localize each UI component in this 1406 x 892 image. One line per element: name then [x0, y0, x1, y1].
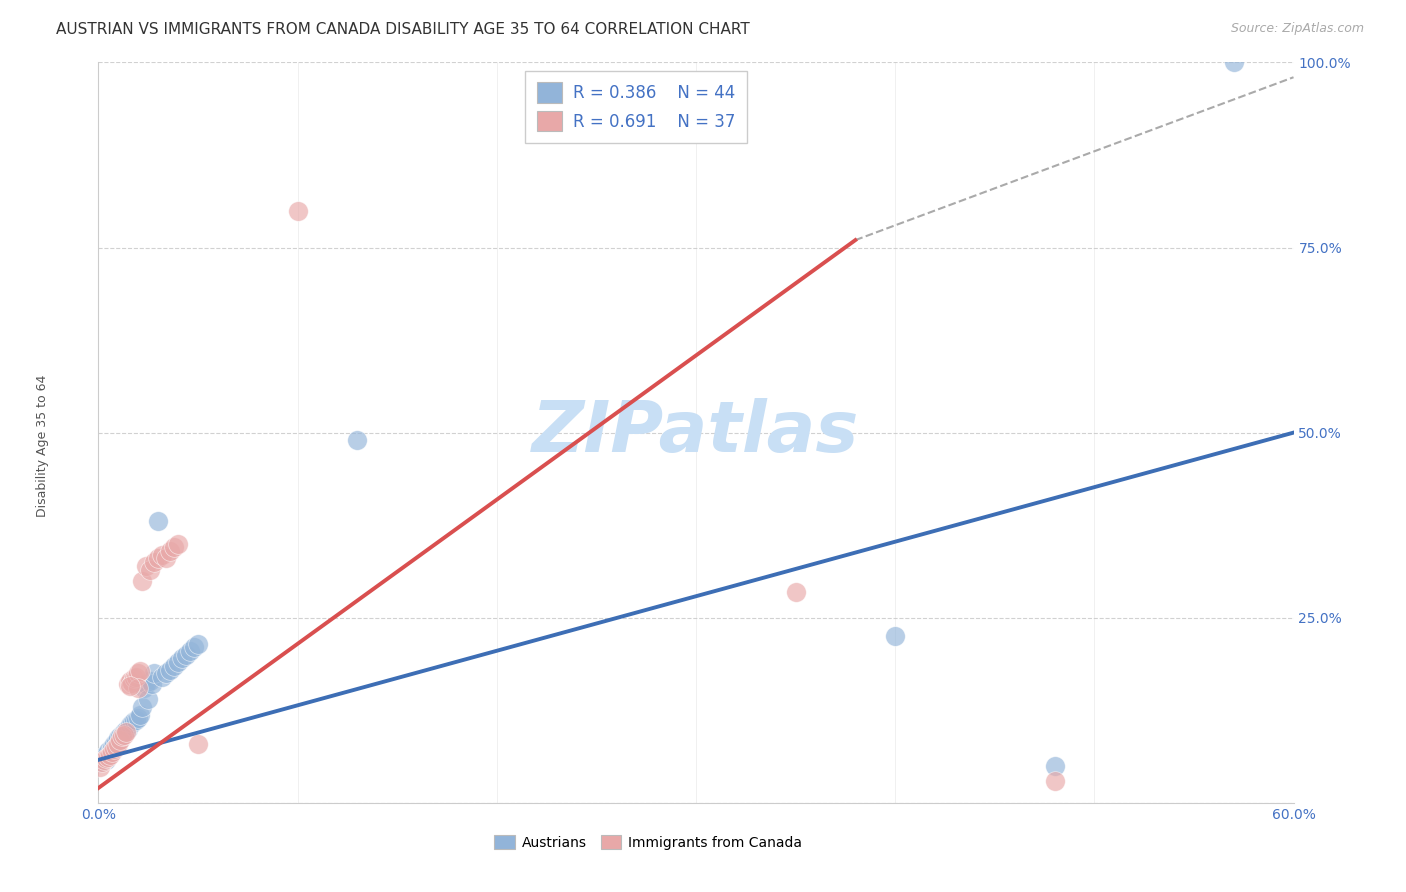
- Point: [167, 536, 190, 550]
- Point: [139, 563, 162, 577]
- Point: [103, 737, 125, 751]
- Point: [1223, 55, 1246, 70]
- Point: [159, 544, 181, 558]
- Point: [91, 750, 114, 764]
- Text: Source: ZipAtlas.com: Source: ZipAtlas.com: [1230, 22, 1364, 36]
- Text: ZIPatlas: ZIPatlas: [533, 398, 859, 467]
- Point: [117, 722, 139, 736]
- Point: [107, 737, 129, 751]
- Text: Disability Age 35 to 64: Disability Age 35 to 64: [35, 375, 49, 517]
- Point: [89, 755, 111, 769]
- Point: [159, 663, 181, 677]
- Point: [112, 728, 135, 742]
- Point: [93, 751, 115, 765]
- Point: [143, 666, 166, 681]
- Point: [98, 747, 122, 762]
- Point: [127, 681, 149, 695]
- Point: [91, 755, 114, 769]
- Point: [97, 744, 120, 758]
- Point: [129, 664, 152, 678]
- Point: [98, 746, 122, 760]
- Point: [1043, 758, 1066, 772]
- Point: [120, 673, 142, 688]
- Point: [97, 750, 120, 764]
- Point: [121, 715, 143, 730]
- Point: [134, 681, 156, 695]
- Legend: Austrians, Immigrants from Canada: Austrians, Immigrants from Canada: [488, 830, 808, 855]
- Point: [96, 751, 118, 765]
- Point: [172, 651, 194, 665]
- Point: [167, 655, 190, 669]
- Point: [785, 584, 807, 599]
- Point: [125, 670, 148, 684]
- Point: [179, 644, 201, 658]
- Point: [110, 732, 132, 747]
- Point: [183, 640, 205, 655]
- Point: [187, 737, 209, 751]
- Text: AUSTRIAN VS IMMIGRANTS FROM CANADA DISABILITY AGE 35 TO 64 CORRELATION CHART: AUSTRIAN VS IMMIGRANTS FROM CANADA DISAB…: [56, 22, 749, 37]
- Point: [127, 666, 149, 681]
- Point: [101, 742, 124, 756]
- Point: [287, 203, 309, 218]
- Point: [96, 747, 118, 762]
- Point: [127, 711, 149, 725]
- Point: [124, 714, 146, 729]
- Point: [107, 731, 129, 745]
- Point: [111, 729, 134, 743]
- Point: [125, 713, 148, 727]
- Point: [112, 725, 135, 739]
- Point: [117, 677, 139, 691]
- Point: [884, 629, 907, 643]
- Point: [96, 753, 118, 767]
- Point: [346, 433, 368, 447]
- Point: [131, 699, 153, 714]
- Point: [110, 729, 132, 743]
- Point: [163, 541, 186, 555]
- Point: [139, 673, 162, 688]
- Point: [124, 672, 146, 686]
- Point: [103, 742, 125, 756]
- Point: [115, 723, 138, 738]
- Point: [143, 555, 166, 569]
- Point: [163, 658, 186, 673]
- Point: [89, 760, 111, 774]
- Point: [150, 670, 173, 684]
- Point: [115, 725, 138, 739]
- Point: [187, 637, 209, 651]
- Point: [120, 679, 142, 693]
- Point: [141, 677, 163, 691]
- Point: [101, 740, 124, 755]
- Point: [135, 677, 157, 691]
- Point: [1043, 773, 1066, 788]
- Point: [136, 692, 159, 706]
- Point: [93, 753, 115, 767]
- Point: [120, 718, 142, 732]
- Point: [101, 746, 124, 760]
- Point: [174, 648, 197, 662]
- Point: [131, 574, 153, 588]
- Point: [135, 558, 157, 573]
- Point: [105, 735, 128, 749]
- Point: [148, 551, 170, 566]
- Point: [150, 548, 173, 562]
- Point: [111, 728, 134, 742]
- Point: [155, 666, 177, 681]
- Point: [121, 676, 143, 690]
- Point: [129, 708, 152, 723]
- Point: [155, 551, 177, 566]
- Point: [105, 740, 128, 755]
- Point: [148, 515, 170, 529]
